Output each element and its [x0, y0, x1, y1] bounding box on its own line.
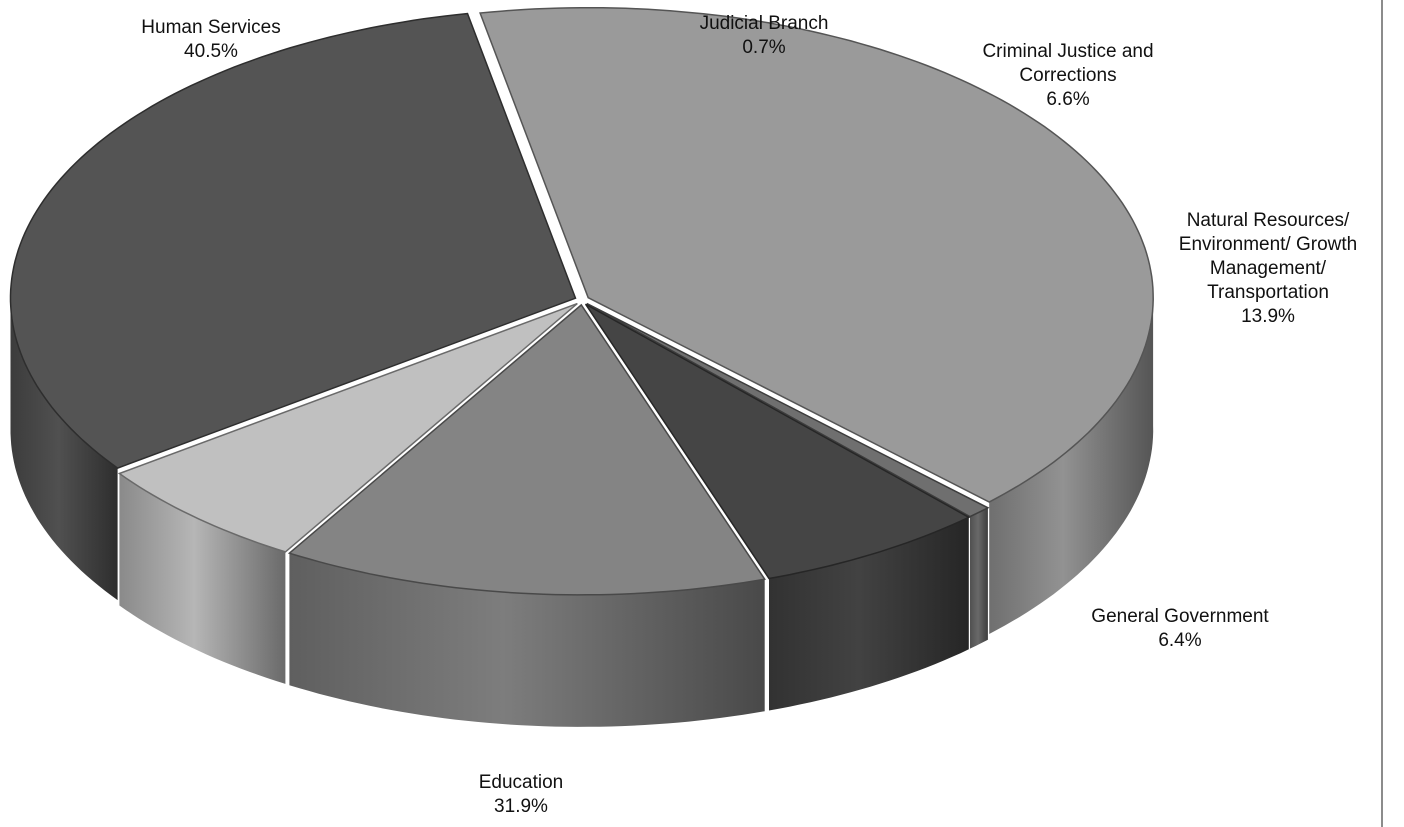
slice-criminal-justice-and-corrections — [584, 303, 971, 580]
label-education-name: Education — [478, 772, 564, 793]
label-general-government: General Government 6.4% — [1091, 605, 1268, 653]
label-education-pct: 31.9% — [494, 796, 548, 817]
slice-side-human-services — [989, 293, 1154, 634]
slice-natural-resources-environment-growth-management-transportation — [287, 303, 766, 596]
slice-side-criminal-justice-and-corrections — [769, 517, 969, 711]
slice-side-judicial-branch — [970, 507, 988, 649]
label-criminal-justice-name: Criminal Justice and Corrections — [982, 41, 1154, 86]
slice-side-general-government — [119, 473, 286, 684]
slice-education — [9, 12, 577, 469]
label-criminal-justice-pct: 6.6% — [1046, 89, 1090, 110]
label-general-government-name: General Government — [1091, 606, 1269, 627]
label-judicial-branch-name: Judicial Branch — [699, 13, 829, 34]
label-natural-resources: Natural Resources/ Environment/ Growth M… — [1153, 209, 1383, 329]
chart-frame-edge — [1381, 0, 1383, 827]
label-human-services-pct: 40.5% — [184, 41, 238, 62]
slice-human-services — [479, 6, 1154, 503]
label-natural-resources-name: Natural Resources/ Environment/ Growth M… — [1178, 210, 1358, 303]
label-criminal-justice: Criminal Justice and Corrections 6.6% — [953, 40, 1183, 112]
label-natural-resources-pct: 13.9% — [1241, 306, 1295, 327]
slice-side-education — [10, 295, 118, 601]
slice-general-government — [117, 302, 578, 553]
label-judicial-branch-pct: 0.7% — [742, 37, 786, 58]
label-human-services-name: Human Services — [141, 17, 281, 38]
label-human-services: Human Services 40.5% — [141, 16, 280, 64]
slice-judicial-branch — [586, 302, 990, 518]
label-education: Education 31.9% — [479, 771, 564, 819]
slice-side-natural-resources-environment-growth-management-transportation — [289, 553, 765, 727]
label-general-government-pct: 6.4% — [1158, 630, 1202, 651]
label-judicial-branch: Judicial Branch 0.7% — [700, 12, 829, 60]
